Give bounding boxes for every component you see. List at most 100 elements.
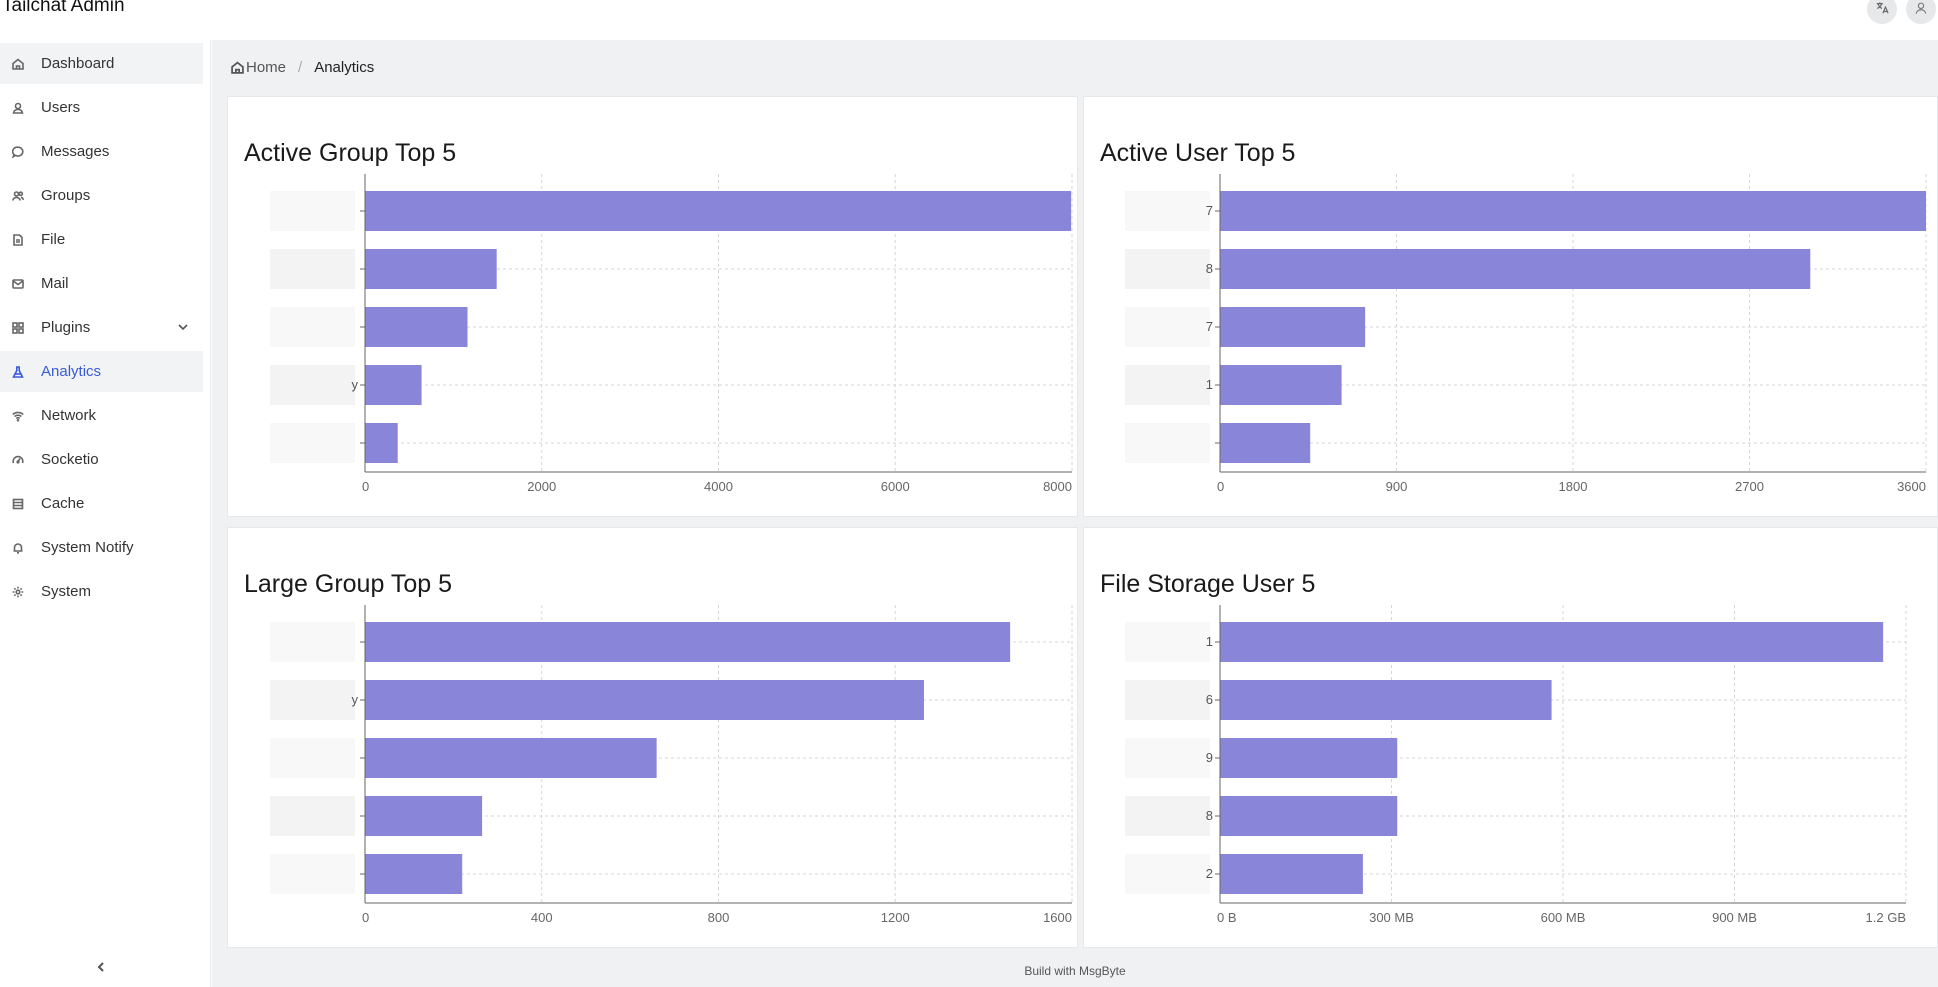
blurred-label-placeholder: [270, 622, 355, 662]
translate-icon: [1875, 1, 1889, 18]
blurred-label-placeholder: [270, 680, 355, 720]
blurred-label-placeholder: [1125, 796, 1210, 836]
bar[interactable]: [365, 365, 422, 405]
mail-icon: [12, 278, 24, 290]
bar[interactable]: [1220, 249, 1811, 289]
y-category-label: y: [352, 692, 359, 707]
bar-chart-active-group: 0 2000 4000 6000 8000 y: [270, 174, 1073, 494]
y-category-label: 1: [1206, 377, 1213, 392]
bar[interactable]: [365, 796, 483, 836]
sidebar-item-socketio[interactable]: Socketio: [0, 439, 203, 480]
top-header: Tailchat Admin: [0, 0, 1938, 40]
sidebar-item-cache[interactable]: Cache: [0, 483, 203, 524]
sidebar: Dashboard Users Messages Groups File Mai…: [0, 40, 211, 987]
y-category-label: 7: [1206, 203, 1213, 218]
bar[interactable]: [365, 738, 657, 778]
sidebar-item-label: Socketio: [41, 451, 99, 468]
sidebar-item-system[interactable]: System: [0, 571, 203, 612]
x-tick-label: 2700: [1735, 479, 1764, 494]
chevron-left-icon: [94, 961, 108, 978]
bar[interactable]: [1220, 854, 1363, 894]
bar[interactable]: [365, 249, 497, 289]
blurred-label-placeholder: [1125, 680, 1210, 720]
blurred-label-placeholder: [1125, 249, 1210, 289]
bar[interactable]: [1220, 365, 1342, 405]
chart-title: Active Group Top 5: [244, 139, 457, 167]
footer-text: Build with MsgByte: [1024, 964, 1126, 978]
user-avatar-button[interactable]: [1906, 0, 1936, 24]
y-category-label: y: [352, 377, 359, 392]
sidebar-item-network[interactable]: Network: [0, 395, 203, 436]
y-category-label: 8: [1206, 261, 1213, 276]
apps-icon: [12, 321, 24, 334]
bar[interactable]: [1220, 738, 1398, 778]
sidebar-item-groups[interactable]: Groups: [0, 175, 203, 216]
x-tick-label: 300 MB: [1369, 910, 1414, 925]
blurred-label-placeholder: [1125, 854, 1210, 894]
bar[interactable]: [365, 680, 924, 720]
sidebar-item-dashboard[interactable]: Dashboard: [0, 43, 203, 84]
x-tick-label: 2000: [527, 479, 556, 494]
bar[interactable]: [1220, 622, 1884, 662]
sidebar-item-label: Messages: [41, 143, 110, 160]
wifi-icon: [12, 410, 24, 422]
sidebar-item-messages[interactable]: Messages: [0, 131, 203, 172]
x-tick-label: 0 B: [1217, 910, 1237, 925]
x-tick-label: 900 MB: [1712, 910, 1757, 925]
bar[interactable]: [365, 191, 1072, 231]
blurred-label-placeholder: [270, 796, 355, 836]
y-category-label: 8: [1206, 808, 1213, 823]
x-tick-label: 0: [1217, 479, 1224, 494]
blurred-label-placeholder: [1125, 191, 1210, 231]
sidebar-item-label: Network: [41, 407, 97, 424]
sidebar-item-plugins[interactable]: Plugins: [0, 307, 203, 348]
x-tick-label: 0: [362, 910, 369, 925]
x-tick-label: 1600: [1043, 910, 1072, 925]
chart-title: Large Group Top 5: [244, 570, 453, 598]
blurred-label-placeholder: [270, 249, 355, 289]
x-tick-label: 600 MB: [1541, 910, 1586, 925]
blurred-label-placeholder: [270, 307, 355, 347]
x-tick-label: 1800: [1559, 479, 1588, 494]
chart-title: File Storage User 5: [1100, 570, 1316, 598]
sidebar-item-label: Users: [41, 99, 81, 116]
blurred-label-placeholder: [270, 738, 355, 778]
bar[interactable]: [1220, 307, 1366, 347]
bar[interactable]: [1220, 423, 1311, 463]
x-tick-label: 3600: [1897, 479, 1926, 494]
sidebar-item-system-notify[interactable]: System Notify: [0, 527, 203, 568]
home-icon: [231, 61, 244, 74]
breadcrumb-home-link[interactable]: Home: [246, 59, 287, 76]
bar[interactable]: [1220, 191, 1926, 231]
x-tick-label: 1200: [881, 910, 910, 925]
bar-chart-file-storage: 0 B 300 MB 600 MB 900 MB 1.2 GB 1 6 9 8 2: [1125, 605, 1907, 925]
sidebar-item-file[interactable]: File: [0, 219, 203, 260]
sidebar-item-label: Dashboard: [41, 55, 115, 72]
chevron-down-icon[interactable]: [177, 320, 189, 332]
blurred-label-placeholder: [1125, 365, 1210, 405]
bar[interactable]: [365, 423, 398, 463]
bar[interactable]: [1220, 796, 1398, 836]
sidebar-item-label: Groups: [41, 187, 91, 204]
sidebar-item-users[interactable]: Users: [0, 87, 203, 128]
blurred-label-placeholder: [270, 191, 355, 231]
gauge-icon: [12, 454, 24, 466]
bar[interactable]: [365, 854, 463, 894]
bar[interactable]: [365, 307, 468, 347]
breadcrumb-current: Analytics: [314, 59, 375, 76]
y-category-label: 1: [1206, 634, 1213, 649]
sidebar-item-analytics[interactable]: Analytics: [0, 351, 203, 392]
language-button[interactable]: [1867, 0, 1897, 24]
bar[interactable]: [1220, 680, 1552, 720]
x-tick-label: 8000: [1043, 479, 1072, 494]
x-tick-label: 6000: [881, 479, 910, 494]
sidebar-item-label: File: [41, 231, 66, 248]
collapse-sidebar-button[interactable]: [94, 960, 108, 974]
chart-card-active-group: Active Group Top 5 0 2000 4000 6000 8000 y: [227, 96, 1078, 517]
sidebar-item-mail[interactable]: Mail: [0, 263, 203, 304]
bar-chart-active-user: 0 900 1800 2700 3600 7 8 7 1: [1125, 174, 1927, 494]
bar[interactable]: [365, 622, 1011, 662]
bar-chart-large-group: 0 400 800 1200 1600 y: [270, 605, 1073, 925]
group-icon: [12, 190, 24, 202]
user-icon: [12, 102, 24, 114]
